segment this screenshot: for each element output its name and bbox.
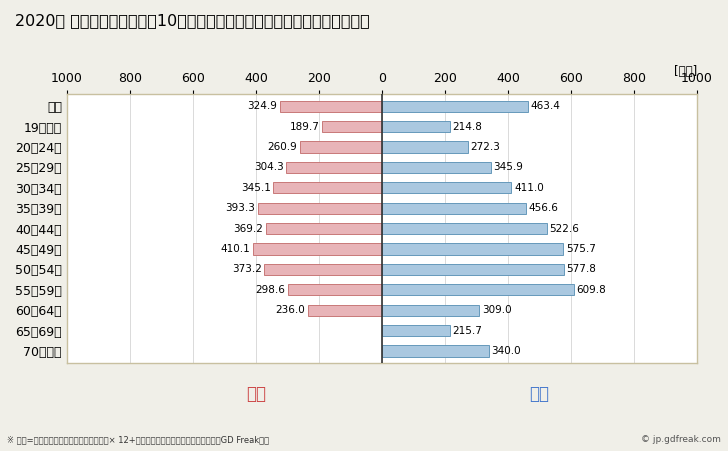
Text: 340.0: 340.0	[491, 346, 521, 356]
Text: 260.9: 260.9	[267, 142, 297, 152]
Text: 345.9: 345.9	[494, 162, 523, 172]
Text: 373.2: 373.2	[232, 264, 262, 274]
Text: 272.3: 272.3	[470, 142, 500, 152]
Text: ※ 年収=「きまって支給する現金給与額」× 12+「年間賞与その他特別給与額」としてGD Freak推計: ※ 年収=「きまって支給する現金給与額」× 12+「年間賞与その他特別給与額」と…	[7, 435, 269, 444]
Bar	[264, 264, 382, 275]
Text: 304.3: 304.3	[254, 162, 283, 172]
Bar	[258, 202, 382, 214]
Text: 522.6: 522.6	[549, 224, 579, 234]
Text: 456.6: 456.6	[529, 203, 558, 213]
Text: 2020年 民間企業（従業者数10人以上）フルタイム労働者の男女別平均年収: 2020年 民間企業（従業者数10人以上）フルタイム労働者の男女別平均年収	[15, 14, 369, 28]
Text: 345.1: 345.1	[241, 183, 271, 193]
Bar	[382, 101, 528, 112]
Text: 215.7: 215.7	[452, 326, 482, 336]
Text: 298.6: 298.6	[256, 285, 285, 295]
Text: 369.2: 369.2	[233, 224, 263, 234]
Text: 393.3: 393.3	[226, 203, 256, 213]
Bar	[382, 202, 526, 214]
Text: 女性: 女性	[246, 385, 266, 403]
Bar	[286, 162, 382, 173]
Bar	[382, 121, 450, 132]
Text: 236.0: 236.0	[275, 305, 305, 315]
Bar	[266, 223, 382, 234]
Bar	[382, 182, 512, 193]
Bar	[382, 162, 491, 173]
Bar	[382, 223, 547, 234]
Bar	[288, 284, 382, 295]
Text: 463.4: 463.4	[531, 101, 561, 111]
Bar	[322, 121, 382, 132]
Bar	[382, 244, 563, 254]
Text: 410.1: 410.1	[221, 244, 250, 254]
Text: © jp.gdfreak.com: © jp.gdfreak.com	[641, 435, 721, 444]
Text: 189.7: 189.7	[290, 122, 320, 132]
Bar	[382, 325, 450, 336]
Text: 577.8: 577.8	[566, 264, 596, 274]
Text: 411.0: 411.0	[514, 183, 544, 193]
Text: 214.8: 214.8	[452, 122, 482, 132]
Bar	[300, 141, 382, 152]
Bar	[382, 345, 489, 357]
Bar	[273, 182, 382, 193]
Text: [万円]: [万円]	[674, 65, 697, 78]
Text: 575.7: 575.7	[566, 244, 596, 254]
Text: 309.0: 309.0	[482, 305, 512, 315]
Text: 609.8: 609.8	[577, 285, 606, 295]
Bar	[382, 141, 467, 152]
Bar	[280, 101, 382, 112]
Bar	[382, 264, 564, 275]
Text: 324.9: 324.9	[247, 101, 277, 111]
Bar	[382, 304, 479, 316]
Bar	[307, 304, 382, 316]
Text: 男性: 男性	[529, 385, 550, 403]
Bar	[253, 244, 382, 254]
Bar	[382, 284, 574, 295]
